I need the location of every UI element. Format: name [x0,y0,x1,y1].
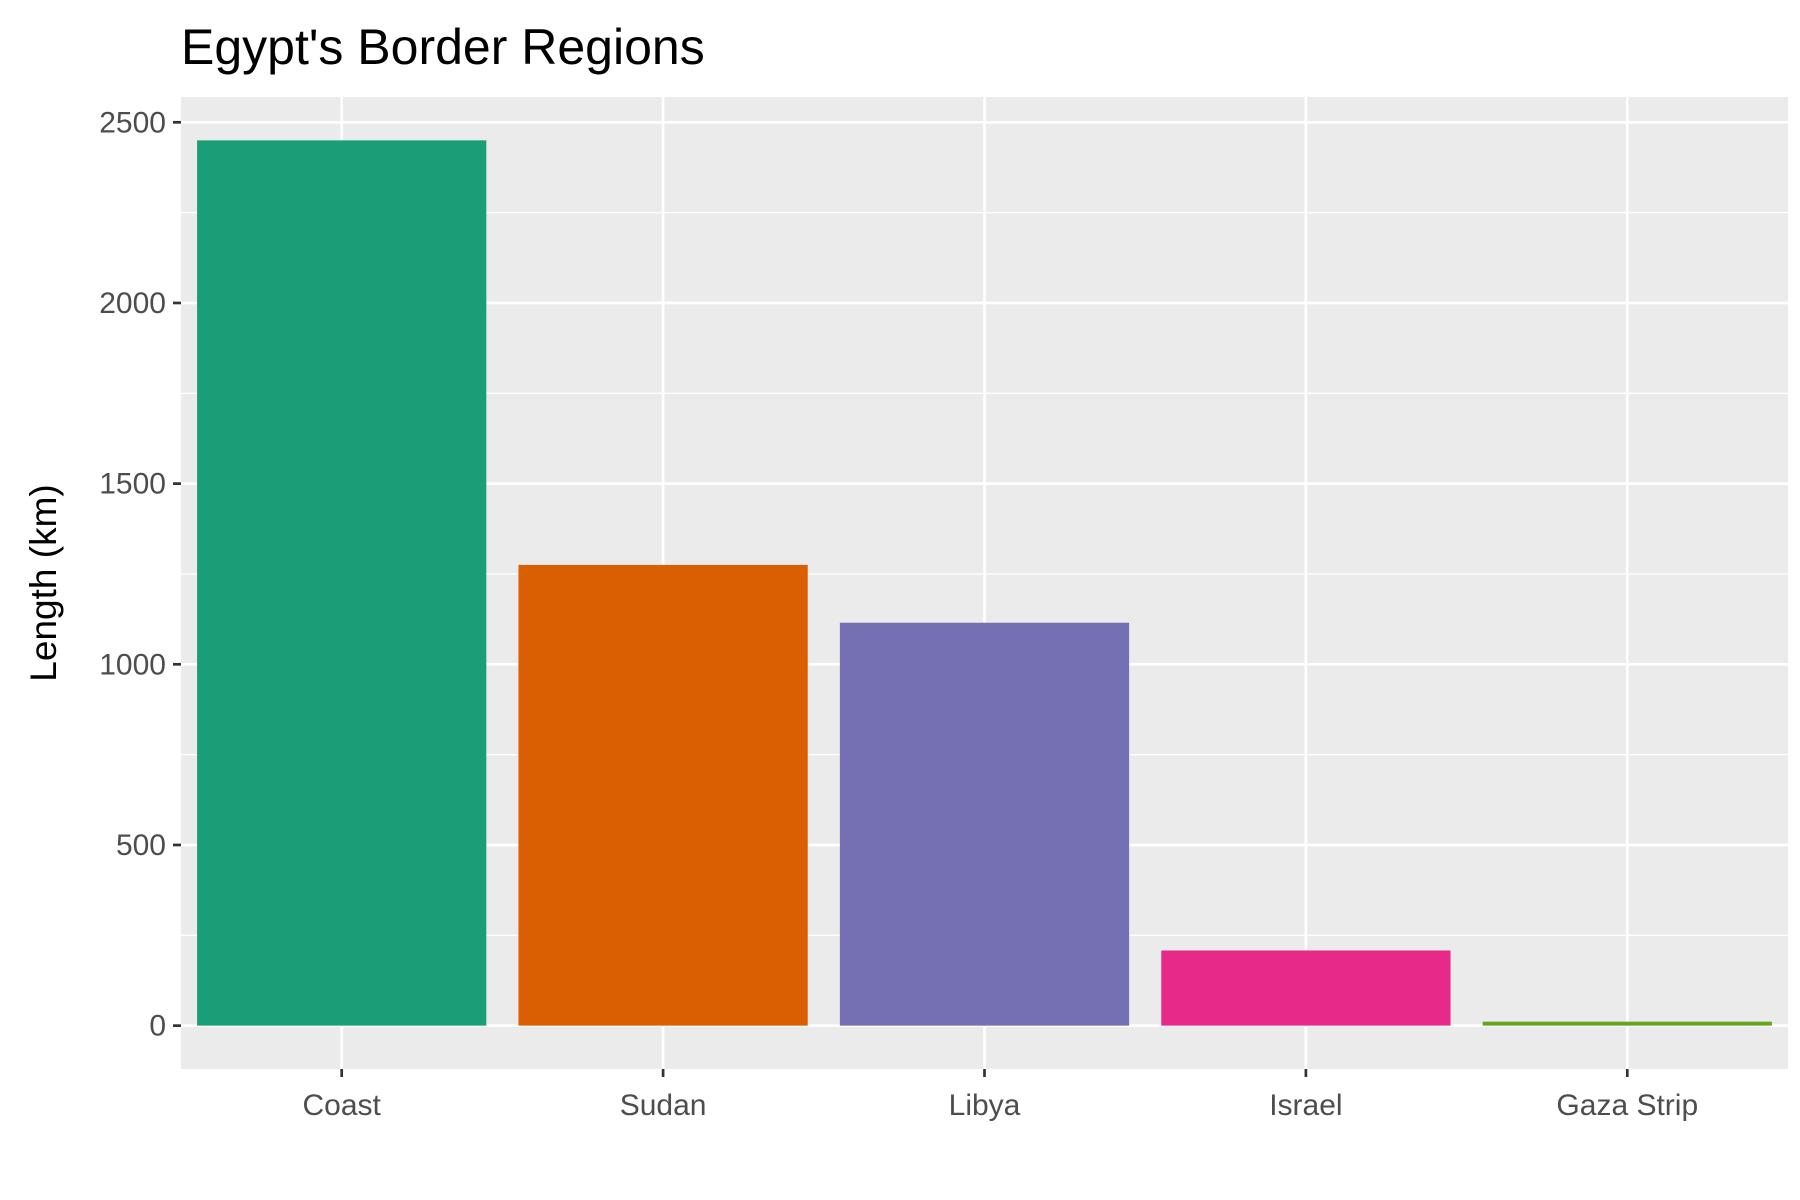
y-tick-label: 2000 [99,287,166,320]
y-axis-title: Length (km) [23,484,64,681]
chart-title: Egypt's Border Regions [181,19,705,75]
bars [197,140,1772,1026]
y-tick-label: 500 [116,829,166,862]
bar-coast [197,140,487,1026]
x-tick-label: Israel [1269,1089,1342,1122]
x-tick-label: Libya [949,1089,1021,1122]
y-tick-label: 2500 [99,106,166,139]
x-tick-label: Sudan [620,1089,707,1122]
y-axis: 0 500 1000 1500 2000 2500 [99,106,181,1043]
x-tick-label: Coast [303,1089,382,1122]
x-axis: Coast Sudan Libya Israel Gaza Strip [303,1069,1698,1122]
bar-gaza-strip [1482,1021,1772,1026]
y-tick-label: 1000 [99,648,166,681]
x-tick-label: Gaza Strip [1556,1089,1698,1122]
y-tick-label: 1500 [99,468,166,501]
bar-israel [1161,950,1451,1026]
bar-libya [839,622,1130,1026]
bar-sudan [518,564,808,1026]
y-tick-label: 0 [149,1010,166,1043]
